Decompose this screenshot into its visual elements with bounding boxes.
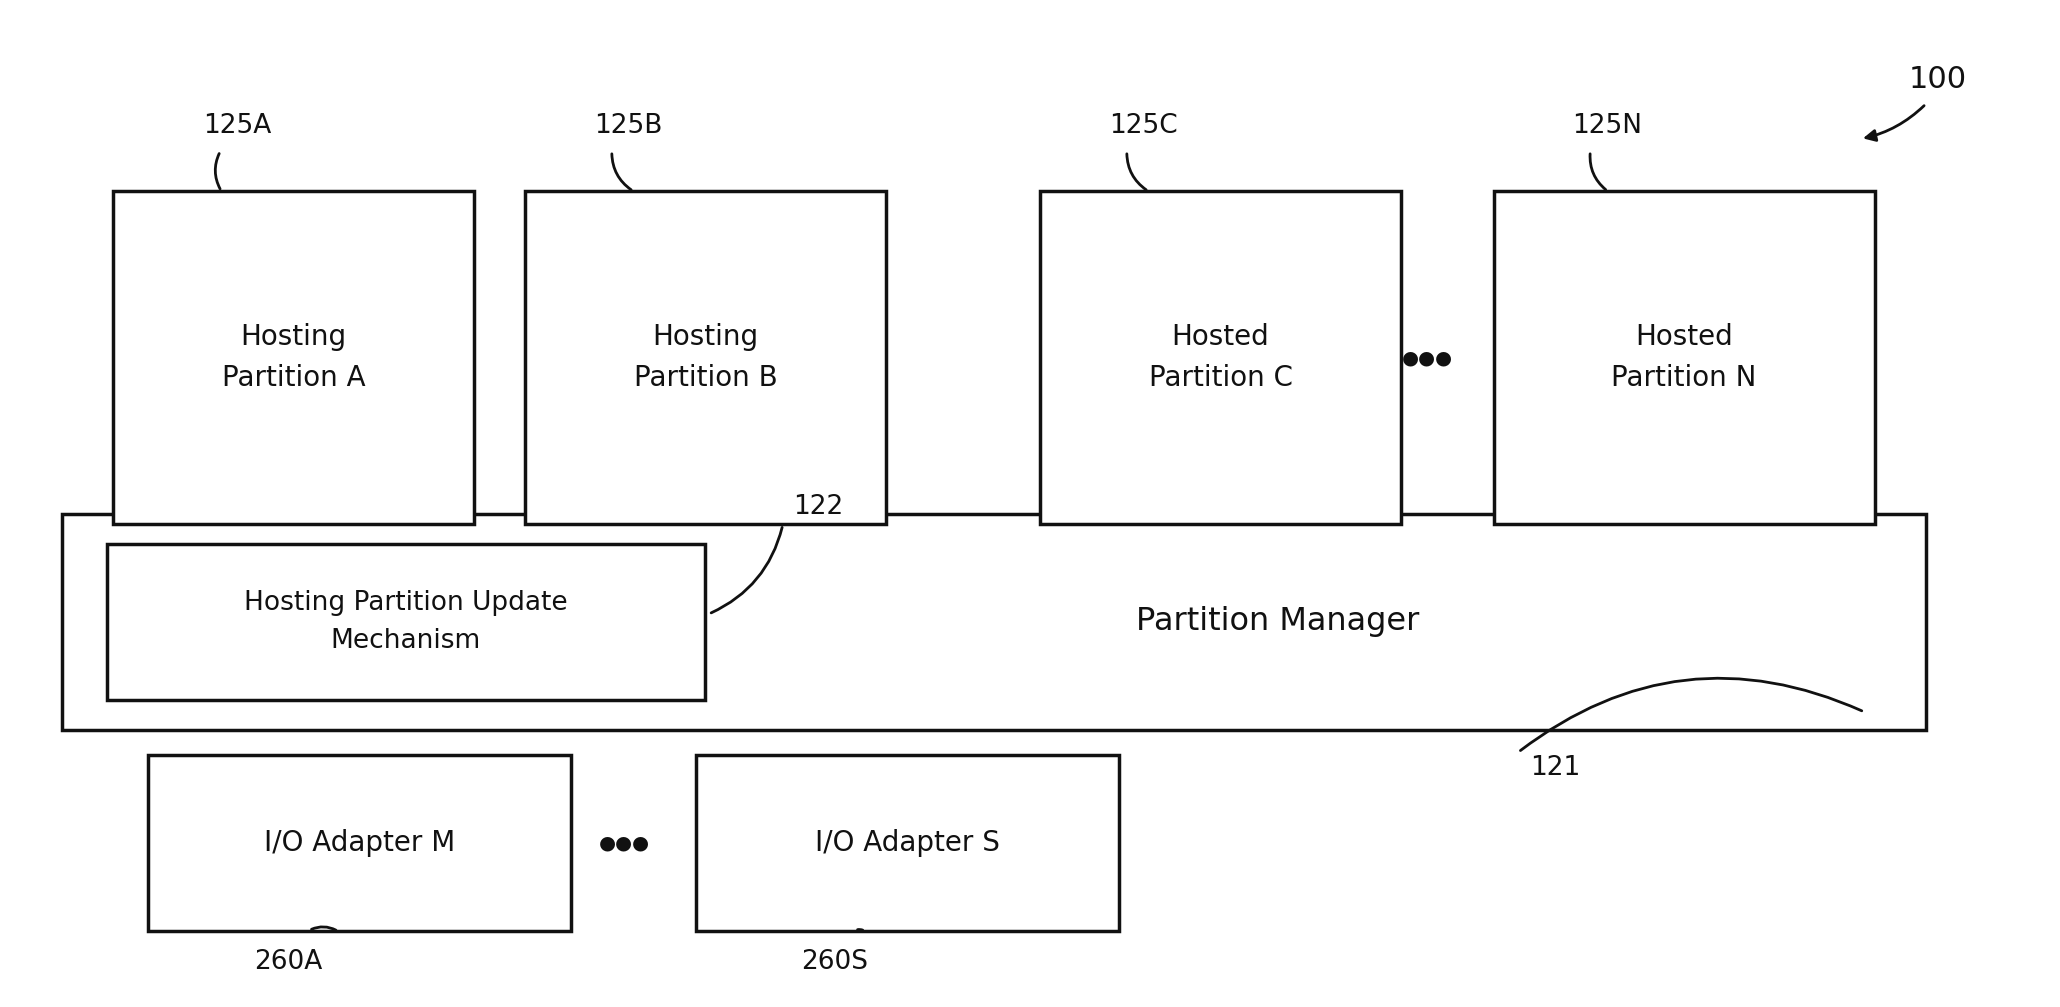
Text: 260A: 260A (253, 949, 323, 975)
Bar (62, 514, 1926, 730)
Text: 121: 121 (1531, 755, 1580, 781)
Text: Hosting
Partition B: Hosting Partition B (634, 323, 777, 392)
Text: 100: 100 (1910, 65, 1967, 95)
Text: 122: 122 (793, 493, 843, 520)
Bar (696, 755, 1119, 931)
Bar (107, 544, 705, 700)
Bar (113, 191, 474, 524)
Text: ●●●: ●●● (599, 834, 649, 852)
Text: I/O Adapter S: I/O Adapter S (816, 830, 999, 857)
Text: Hosting Partition Update
Mechanism: Hosting Partition Update Mechanism (243, 590, 569, 654)
Text: Partition Manager: Partition Manager (1135, 606, 1419, 636)
Text: 260S: 260S (801, 949, 867, 975)
Text: I/O Adapter M: I/O Adapter M (264, 830, 455, 857)
Text: Hosted
Partition C: Hosted Partition C (1149, 323, 1292, 392)
Text: 125B: 125B (593, 113, 663, 139)
Text: Hosting
Partition A: Hosting Partition A (222, 323, 365, 392)
Text: 125C: 125C (1108, 113, 1178, 139)
Bar (148, 755, 571, 931)
Text: ●●●: ●●● (1403, 348, 1452, 367)
Text: 125A: 125A (202, 113, 272, 139)
Text: Hosted
Partition N: Hosted Partition N (1611, 323, 1757, 392)
Bar (1040, 191, 1401, 524)
Text: 125N: 125N (1572, 113, 1642, 139)
Bar (1494, 191, 1875, 524)
Bar (525, 191, 886, 524)
